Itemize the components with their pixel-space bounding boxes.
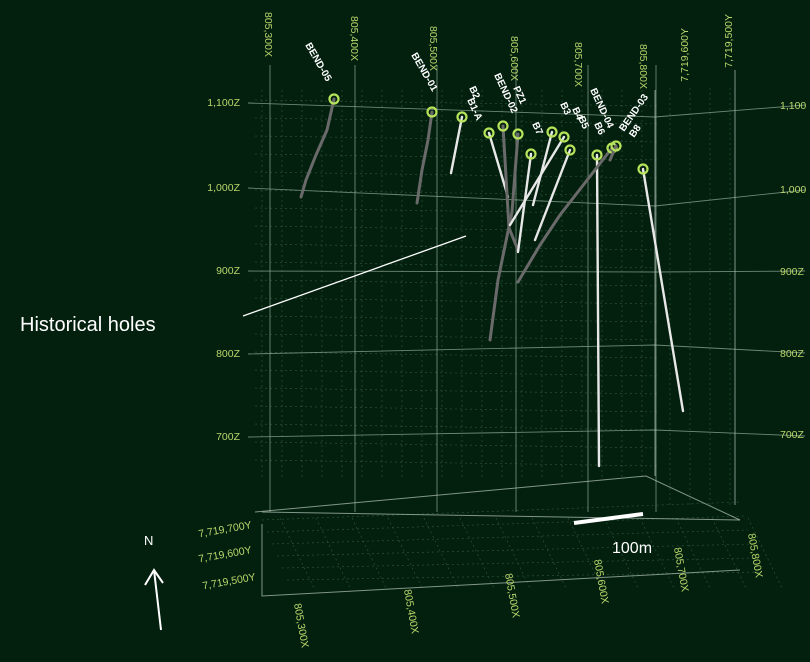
drill-collar-marker: [483, 127, 495, 139]
bottom-northing-label: 7,719,600Y: [198, 544, 253, 565]
drill-hole-trace: [531, 130, 554, 207]
bottom-easting-label: 805,600X: [591, 558, 611, 604]
grid-major-line: [247, 270, 806, 273]
right-elevation-label: 1,000: [780, 184, 806, 196]
grid-minor-line: [254, 171, 661, 179]
box-frame: [254, 70, 741, 597]
drill-collar-marker: [546, 126, 558, 138]
drill-collar-marker: [610, 140, 622, 152]
frame-edge: [261, 511, 741, 521]
left-elevation-label: 900Z: [216, 265, 241, 277]
scale-bar: [573, 512, 644, 525]
grid-minor-line: [711, 517, 748, 591]
drill-hole-label: B5: [575, 115, 591, 132]
grid-minor-line: [675, 517, 712, 591]
grid-major-line: [247, 429, 806, 438]
top-easting-label: 805,400X: [348, 16, 360, 61]
grid-minor-line: [747, 517, 784, 591]
left-elevation-label: 800Z: [216, 348, 241, 360]
right-elevation-label: 700Z: [780, 429, 805, 441]
drill-collar-marker: [512, 128, 524, 140]
drill-collar-marker: [591, 149, 603, 161]
drill-hole-label: B3: [557, 101, 573, 118]
grid-minor-line: [286, 571, 761, 581]
bottom-easting-label: 805,500X: [502, 572, 522, 618]
drill-hole-trace: [299, 97, 336, 199]
grid-minor-line: [254, 243, 661, 251]
drill-hole-label: B2: [466, 85, 482, 102]
drill-collar-marker: [564, 144, 576, 156]
drill-hole-trace: [415, 110, 434, 205]
top-easting-label: 805,700X: [572, 42, 584, 87]
north-label: N: [144, 533, 153, 548]
grid-minor-line: [276, 543, 753, 557]
grid-minor-line: [459, 517, 496, 591]
overlay: Historical holes 100m N: [20, 235, 652, 631]
drill-hole-label: B4: [569, 106, 585, 123]
drill-collar-marker: [558, 131, 570, 143]
bottom-northing-label: 7,719,700Y: [198, 519, 253, 540]
top-easting-label: 805,500X: [427, 26, 439, 71]
left-elevation-label: 1,100Z: [207, 97, 240, 109]
drill-collar-marker: [328, 93, 340, 105]
right-elevation-label: 800Z: [780, 348, 805, 360]
grid-minor-line: [271, 529, 749, 545]
top-northing-label: 7,719,500Y: [723, 14, 735, 68]
grid-minor-line: [531, 517, 568, 591]
grid-minor-line: [351, 517, 388, 591]
drill-hole-trace: [516, 146, 614, 284]
left-elevation-label: 1,000Z: [207, 182, 240, 194]
bottom-easting-label: 805,300X: [291, 602, 311, 648]
drill-hole-trace: [608, 144, 618, 162]
grid-major-line: [247, 344, 806, 355]
frame-edge: [261, 524, 741, 597]
top-northing-label: 7,719,600Y: [679, 28, 691, 82]
drill-hole-trace: [487, 131, 510, 199]
drill-hole-trace: [595, 153, 601, 468]
drill-hole-label: B7: [529, 121, 545, 138]
drill-hole-trace: [508, 135, 566, 227]
drill-hole-trace: [641, 167, 685, 413]
grid-minor-line: [603, 517, 640, 591]
drill-hole-trace: [449, 115, 464, 175]
drill-collar-marker: [525, 148, 537, 160]
grid-minor-line: [639, 517, 676, 591]
grid-minor-line: [423, 517, 460, 591]
drill-hole-label: BEND-05: [302, 41, 333, 84]
grid-minor-line: [387, 517, 424, 591]
grid-minor-line: [495, 517, 532, 591]
bottom-northing-label: 7,719,500Y: [202, 571, 257, 592]
right-elevation-label: 900Z: [780, 266, 805, 278]
grid-minor-line: [254, 261, 661, 269]
drill-hole-label: B6: [591, 121, 607, 138]
grid-minor-line: [254, 225, 661, 233]
top-easting-label: 805,300X: [262, 12, 274, 57]
top-easting-label: 805,800X: [637, 44, 649, 89]
drill-collar-marker: [426, 106, 438, 118]
frame-edge: [254, 475, 741, 521]
north-arrow-icon: [144, 568, 164, 631]
grid-minor-line: [281, 557, 757, 569]
grid-minor-line: [254, 297, 661, 305]
top-easting-label: 805,600X: [508, 36, 520, 81]
drill-hole-trace: [488, 132, 520, 342]
grid-minor-line: [254, 207, 661, 215]
bottom-easting-label: 805,700X: [671, 546, 691, 592]
scale-bar-label: 100m: [612, 540, 652, 557]
right-elevation-label: 1,100: [780, 100, 806, 112]
drill-collar-marker: [637, 163, 649, 175]
grid-minor-line: [279, 517, 316, 591]
callout-historical-holes: Historical holes: [20, 314, 156, 336]
grid-minor-line: [254, 279, 661, 287]
drill-hole-trace: [533, 148, 572, 242]
drill-collar-marker: [497, 120, 509, 132]
grid-minor-line: [315, 517, 352, 591]
bottom-easting-label: 805,400X: [401, 588, 421, 634]
bottom-easting-label: 805,800X: [745, 532, 765, 578]
drill-collar-marker: [456, 111, 468, 123]
callout-leader-line: [242, 235, 467, 317]
left-elevation-label: 700Z: [216, 431, 241, 443]
